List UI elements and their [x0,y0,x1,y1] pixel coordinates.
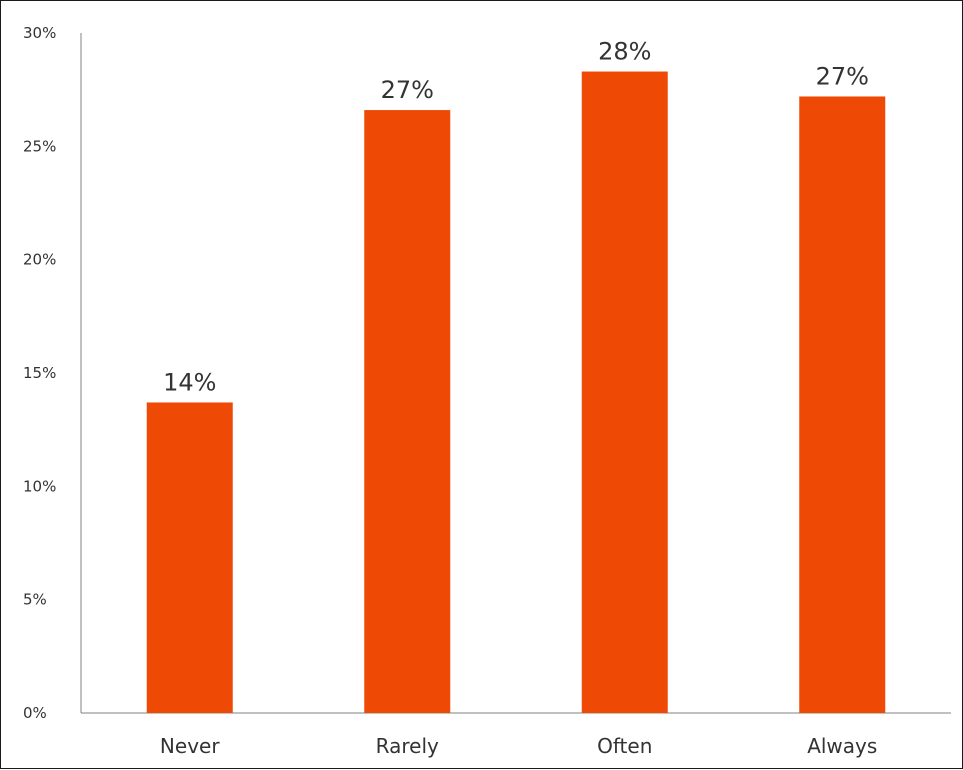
data-label-rarely: 27% [381,76,434,104]
y-tick-label: 15% [23,364,56,382]
category-label-rarely: Rarely [376,734,439,758]
y-tick-label: 25% [23,137,56,155]
bar-rarely [364,110,451,714]
category-label-never: Never [160,734,220,758]
data-label-always: 27% [816,62,869,90]
y-tick-label: 30% [23,24,56,42]
category-label-often: Often [597,734,652,758]
data-label-never: 14% [163,368,216,396]
y-tick-label: 10% [23,477,56,495]
bars-group [146,71,886,714]
bar-always [799,96,886,713]
category-label-always: Always [807,734,877,758]
data-label-often: 28% [598,38,651,66]
y-tick-label: 20% [23,251,56,269]
y-tick-label: 0% [23,704,47,722]
bar-often [581,71,668,714]
x-axis-category-labels: Never Rarely Often Always [160,734,877,758]
y-tick-label: 5% [23,591,47,609]
data-labels-group: 14% 27% 28% 27% [163,38,869,397]
y-axis-tick-labels: 0% 5% 10% 15% 20% 25% 30% [23,24,56,722]
bar-never [146,402,233,713]
